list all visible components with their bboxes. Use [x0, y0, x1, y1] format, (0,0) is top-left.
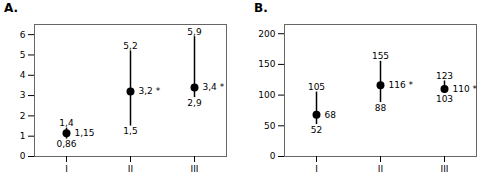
svg-text:88: 88 [375, 103, 387, 113]
svg-text:5: 5 [20, 50, 26, 60]
svg-text:I: I [65, 164, 68, 174]
svg-text:68: 68 [325, 110, 337, 120]
svg-text:52: 52 [311, 125, 322, 135]
svg-text:II: II [378, 164, 383, 174]
svg-text:116 *: 116 * [389, 80, 414, 90]
svg-text:110 *: 110 * [453, 84, 478, 94]
svg-text:1: 1 [20, 131, 26, 141]
html-text:B.: B. [254, 1, 268, 15]
svg-text:1,15: 1,15 [75, 128, 95, 138]
svg-text:3,2 *: 3,2 * [139, 86, 161, 96]
svg-text:5,2: 5,2 [123, 41, 137, 51]
svg-text:123: 123 [436, 71, 453, 81]
svg-text:II: II [128, 164, 133, 174]
svg-text:100: 100 [258, 90, 275, 100]
svg-text:0,86: 0,86 [56, 139, 76, 149]
svg-text:200: 200 [258, 29, 275, 39]
svg-text:0: 0 [270, 151, 276, 161]
svg-text:155: 155 [372, 51, 389, 61]
svg-text:103: 103 [436, 94, 453, 104]
svg-text:I: I [315, 164, 318, 174]
svg-text:1,4: 1,4 [59, 118, 74, 128]
svg-text:1,5: 1,5 [123, 126, 137, 136]
svg-text:5,9: 5,9 [187, 27, 202, 37]
svg-text:2,9: 2,9 [187, 98, 202, 108]
svg-text:150: 150 [258, 59, 275, 69]
svg-text:3: 3 [20, 90, 26, 100]
svg-text:6: 6 [20, 30, 26, 40]
svg-text:4: 4 [20, 70, 26, 80]
svg-text:III: III [191, 164, 199, 174]
svg-text:105: 105 [308, 82, 325, 92]
svg-text:2: 2 [20, 111, 26, 121]
svg-text:50: 50 [264, 121, 276, 131]
svg-text:0: 0 [20, 151, 26, 161]
html-text:A.: A. [4, 1, 19, 15]
svg-text:III: III [441, 164, 449, 174]
svg-text:3,4 *: 3,4 * [203, 82, 225, 92]
